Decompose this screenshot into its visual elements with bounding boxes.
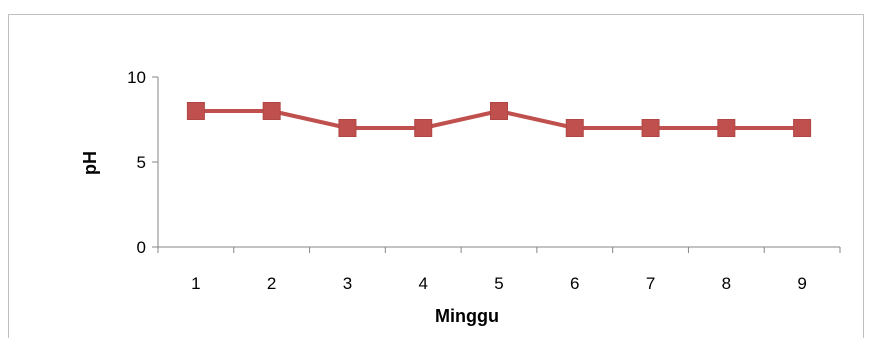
series bbox=[186, 102, 812, 137]
x-tick-label: 2 bbox=[267, 274, 276, 293]
x-tick-label: 7 bbox=[646, 274, 655, 293]
y-tick-label: 5 bbox=[137, 153, 146, 172]
data-point bbox=[641, 119, 660, 137]
data-point bbox=[414, 119, 433, 137]
chart-frame bbox=[8, 14, 864, 338]
data-point bbox=[717, 119, 736, 137]
data-point bbox=[490, 102, 508, 120]
x-tick-label: 4 bbox=[418, 274, 427, 293]
x-tick-label: 9 bbox=[797, 274, 806, 293]
x-tick-label: 6 bbox=[570, 274, 579, 293]
data-point bbox=[338, 119, 357, 137]
axes bbox=[152, 76, 841, 253]
x-axis-title: Minggu bbox=[435, 306, 499, 326]
data-point bbox=[262, 102, 281, 120]
y-axis-title: pH bbox=[80, 151, 100, 175]
x-tick-label: 8 bbox=[722, 274, 731, 293]
y-tick-label: 0 bbox=[137, 238, 146, 257]
x-tick-labels: 1 2 3 4 5 6 7 8 9 bbox=[191, 274, 807, 293]
data-point bbox=[565, 119, 584, 137]
x-tick-label: 3 bbox=[343, 274, 352, 293]
y-tick-labels: 0 5 10 bbox=[127, 68, 146, 257]
x-tick-label: 5 bbox=[494, 274, 503, 293]
x-tick-label: 1 bbox=[191, 274, 200, 293]
y-tick-label: 10 bbox=[127, 68, 146, 87]
data-point bbox=[186, 102, 205, 120]
data-point bbox=[793, 119, 812, 137]
